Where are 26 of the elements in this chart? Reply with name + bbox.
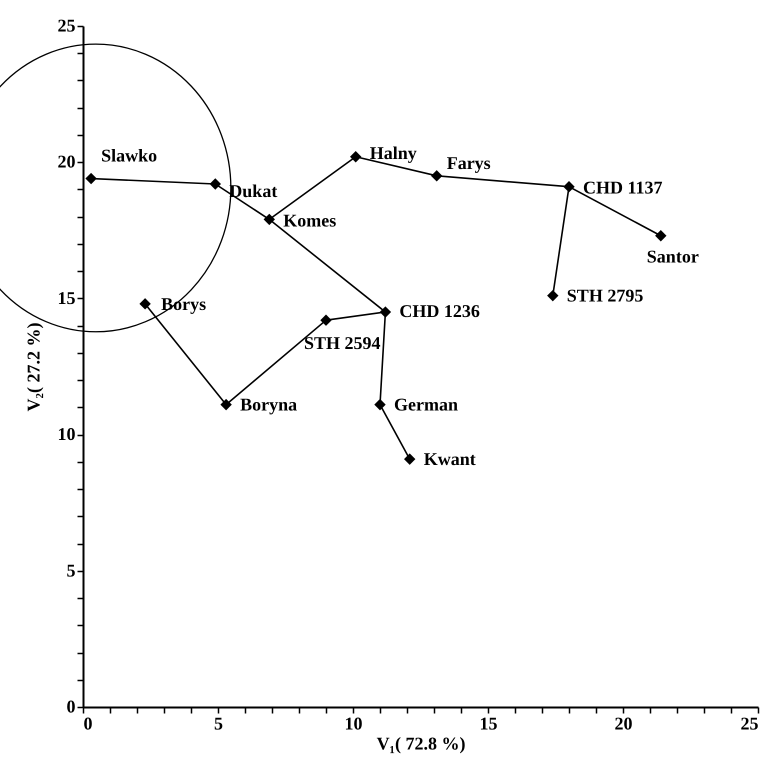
annotation: Slawko (101, 146, 158, 166)
x-tick-label: 10 (344, 714, 362, 734)
x-tick-label: 15 (480, 714, 498, 734)
annotation: Halny (370, 142, 417, 163)
annotation: STH 2795 (566, 286, 644, 306)
annotation: Komes (283, 210, 336, 230)
annotation: German (394, 394, 458, 415)
x-tick-label: 20 (614, 714, 632, 734)
annotation: Farys (446, 152, 491, 173)
annotation: Kwant (424, 449, 476, 470)
annotation: CHD 1236 (399, 301, 480, 322)
annotation: CHD 1137 (583, 178, 663, 198)
y-axis-title: V₂( 27.2 %) (24, 322, 44, 412)
x-axis-title: V₁( 72.8 %) (376, 734, 466, 754)
y-tick-label: 10 (58, 424, 76, 444)
x-tick-label: 0 (84, 714, 92, 734)
y-tick-label: 5 (66, 560, 76, 580)
annotation: Santor (646, 246, 699, 267)
y-tick-label: 25 (58, 16, 76, 36)
x-tick-label: 5 (214, 714, 223, 734)
x-tick-label: 25 (740, 714, 758, 734)
annotation: STH 2594 (304, 333, 381, 354)
y-tick-label: 20 (58, 152, 76, 172)
y-tick-label: 0 (66, 696, 76, 716)
y-tick-label: 15 (58, 288, 76, 308)
annotation: Boryna (240, 394, 298, 415)
